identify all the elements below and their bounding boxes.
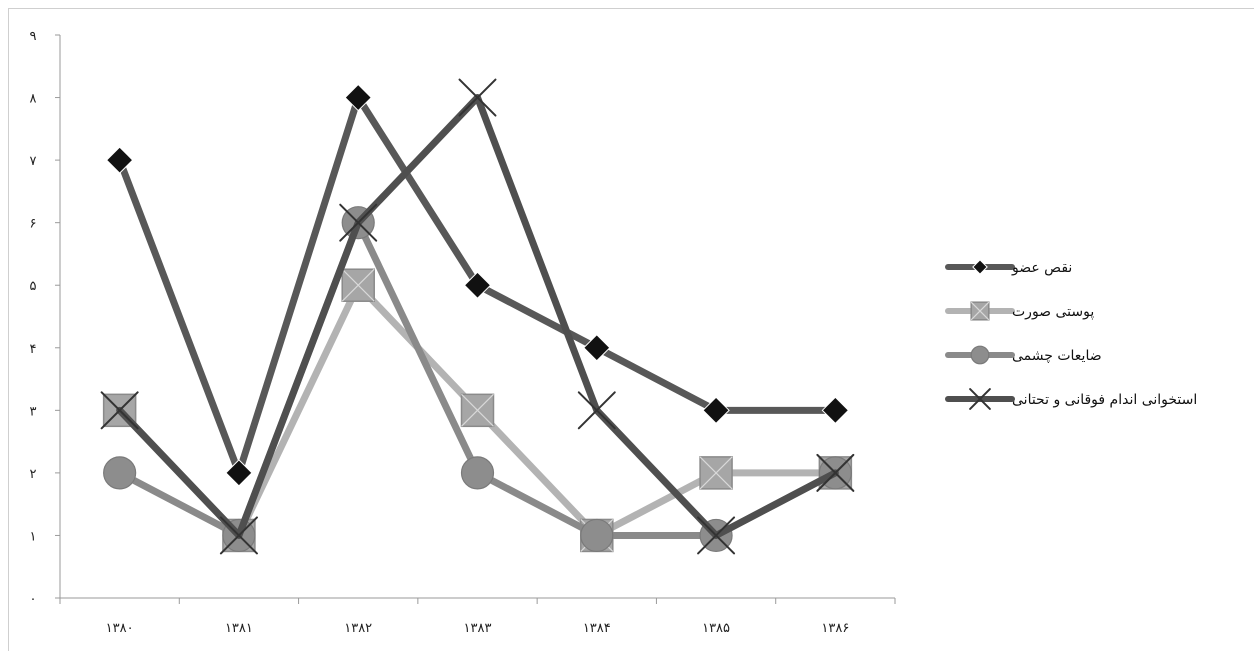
data-point	[697, 516, 736, 555]
chart-frame	[8, 8, 1254, 651]
data-point	[344, 83, 372, 112]
data-point	[341, 268, 375, 302]
y-tick-label: ۰	[30, 592, 37, 607]
y-tick-label: ۲	[30, 467, 37, 482]
marker-cross	[970, 301, 990, 321]
y-tick-label: ۷	[30, 154, 37, 169]
marker-cross	[341, 268, 375, 302]
legend-label: ضایعات چشمی	[1012, 348, 1102, 364]
legend-marker	[972, 259, 988, 275]
marker-cross	[699, 456, 733, 490]
marker-cross	[461, 393, 494, 427]
data-point	[821, 396, 850, 425]
x-tick-label: ۱۳۸۳	[464, 621, 492, 636]
legend-marker	[970, 345, 990, 365]
x-tick-label: ۱۳۸۰	[106, 621, 134, 636]
data-point	[816, 453, 855, 492]
y-tick-label: ۴	[30, 342, 37, 357]
data-point	[583, 334, 611, 362]
legend-label: نقص عضو	[1011, 260, 1072, 276]
y-tick-label: ۵	[30, 279, 37, 294]
data-point	[460, 456, 495, 490]
legend-label: استخوانی اندام فوقانی و تحتانی	[1012, 392, 1197, 408]
legend-item-1: نقص عضو	[945, 259, 1072, 276]
series-layer	[100, 78, 855, 555]
legend-item-2: پوستی صورت	[945, 301, 1094, 321]
x-tick-label: ۱۳۸۱	[225, 621, 253, 636]
data-point	[463, 271, 492, 299]
y-tick-label: ۳	[30, 404, 37, 419]
data-point	[103, 456, 137, 490]
data-point	[580, 518, 614, 553]
data-point	[225, 459, 253, 487]
legend-marker	[969, 388, 991, 410]
data-point	[100, 391, 139, 430]
x-tick-label: ۱۳۸۶	[821, 621, 849, 636]
data-point	[577, 391, 616, 430]
y-tick-label: ۶	[30, 217, 37, 232]
y-tick-label: ۱	[30, 529, 37, 544]
data-point	[339, 203, 378, 242]
series-3	[103, 206, 852, 553]
series-4	[100, 78, 855, 555]
data-point	[702, 396, 730, 425]
legend-label: پوستی صورت	[1012, 304, 1094, 320]
x-tick-label: ۱۳۸۵	[702, 621, 730, 636]
axes: ۰ ۱ ۲ ۳ ۴ ۵ ۶ ۷ ۸ ۹ ۱۳۸۰ ۱۳۸۱ ۱۳۸۲ ۱۳۸۳ ۱۳۸۴ ۱۳۸۵ ۱۳۸۶	[30, 29, 896, 636]
data-point	[219, 516, 258, 555]
x-tick-label: ۱۳۸۴	[583, 621, 611, 636]
data-point	[105, 146, 134, 174]
y-tick-label: ۹	[30, 29, 37, 44]
legend-marker	[970, 301, 990, 321]
legend: نقص عضو پوستی صورت ضایعات چشمی استخوانی اند…	[945, 259, 1197, 410]
series-1	[105, 83, 850, 487]
data-point	[699, 456, 733, 490]
legend-item-3: ضایعات چشمی	[945, 345, 1102, 365]
y-tick-label: ۸	[30, 92, 37, 107]
x-tick-label: ۱۳۸۲	[344, 621, 372, 636]
data-point	[458, 78, 497, 117]
data-point	[460, 393, 495, 428]
legend-item-4: استخوانی اندام فوقانی و تحتانی	[945, 388, 1197, 410]
